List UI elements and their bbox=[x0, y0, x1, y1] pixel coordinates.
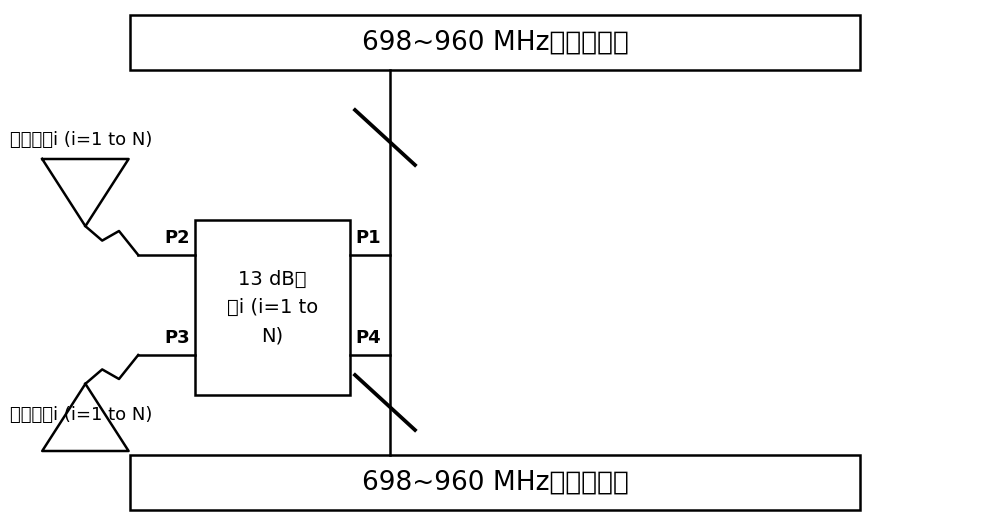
Text: P2: P2 bbox=[164, 229, 190, 247]
Text: 698~960 MHz左功分移相: 698~960 MHz左功分移相 bbox=[362, 29, 628, 56]
Bar bbox=[130, 15, 860, 70]
Text: P3: P3 bbox=[164, 329, 190, 347]
Bar bbox=[130, 455, 860, 510]
Text: 698~960 MHz右功分移相: 698~960 MHz右功分移相 bbox=[362, 469, 628, 496]
Text: P1: P1 bbox=[355, 229, 381, 247]
Bar bbox=[195, 220, 350, 395]
Text: 左列振子i (i=1 to N): 左列振子i (i=1 to N) bbox=[10, 131, 152, 149]
Text: 右列振子i (i=1 to N): 右列振子i (i=1 to N) bbox=[10, 406, 152, 424]
Text: P4: P4 bbox=[355, 329, 381, 347]
Text: 13 dB电
桥i (i=1 to
N): 13 dB电 桥i (i=1 to N) bbox=[227, 270, 318, 345]
